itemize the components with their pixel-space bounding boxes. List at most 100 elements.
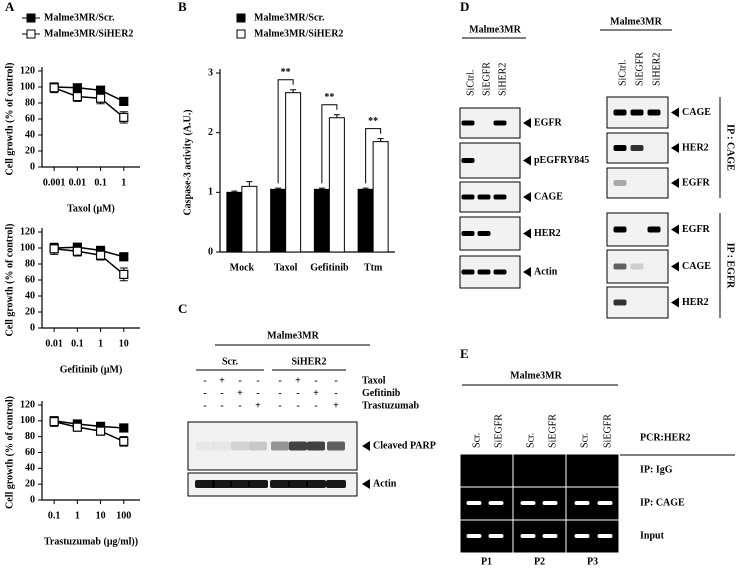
- annotation: **: [368, 116, 378, 127]
- treatment-sign: -: [256, 388, 259, 399]
- x-axis-label: Taxol (μM): [67, 203, 115, 214]
- bar: [357, 188, 374, 253]
- arrow: [523, 118, 531, 128]
- blot-band: [461, 194, 475, 200]
- blot-band: [542, 501, 558, 505]
- blot-band: [630, 109, 644, 116]
- axis: [41, 401, 140, 501]
- blot-band: [647, 226, 661, 233]
- panel-letter: A: [5, 0, 15, 14]
- x-tick-label: Taxol: [274, 262, 298, 273]
- marker: [95, 93, 106, 103]
- error-bar: [362, 187, 369, 190]
- arrow: [671, 224, 679, 235]
- blot-band: [461, 120, 475, 126]
- arrow: [523, 192, 531, 202]
- x-tick-label: 10: [96, 510, 106, 521]
- blot-band: [613, 145, 627, 151]
- legend-swatch: [26, 13, 36, 23]
- blot-band: [327, 441, 345, 451]
- ip-label: IP : EGFR: [725, 243, 736, 289]
- blot-band: [270, 480, 290, 488]
- group-label: SiHER2: [291, 356, 326, 367]
- group-label: P1: [481, 556, 492, 567]
- band-label: Cleaved PARP: [373, 440, 436, 451]
- treatment-sign: -: [314, 400, 317, 411]
- blot-band: [613, 226, 627, 233]
- marker: [119, 252, 129, 262]
- series-line: [53, 420, 125, 443]
- blot-band: [630, 263, 644, 270]
- legend-label: Malme3MR/SiHER2: [254, 28, 343, 39]
- blot-frame: [606, 167, 669, 199]
- legend-label: Malme3MR/Scr.: [254, 12, 325, 23]
- error-bar: [231, 190, 238, 193]
- series-line: [54, 248, 125, 275]
- legend-swatch: [236, 13, 246, 23]
- blot-frame: [566, 454, 619, 487]
- marker: [49, 244, 59, 254]
- arrow: [671, 178, 679, 188]
- error-bar: [333, 114, 340, 118]
- x-axis-label: Trastuzumab (μg/ml)): [44, 536, 138, 547]
- blot-band: [306, 480, 326, 488]
- lane-label: SiEGFR: [493, 414, 504, 448]
- blot-title: Malme3MR: [610, 16, 662, 27]
- treatment-name: Gefitinib: [362, 388, 401, 399]
- blot-band: [461, 158, 475, 163]
- lane-label: SiEGFR: [481, 62, 492, 96]
- y-tick-label: 120: [20, 399, 35, 410]
- blot-band: [520, 501, 536, 505]
- blot-band: [195, 480, 215, 488]
- y-tick-label: 120: [20, 65, 35, 76]
- band-label: EGFR: [682, 224, 711, 235]
- y-tick-label: 100: [20, 81, 35, 92]
- blot-band: [230, 480, 250, 488]
- arrow: [671, 107, 679, 118]
- marker: [95, 250, 106, 260]
- treatment-sign: +: [237, 388, 243, 399]
- legend-label: Malme3MR/SiHER2: [44, 28, 133, 39]
- marker: [95, 426, 106, 436]
- treatment-name: Taxol: [362, 375, 386, 386]
- blot-band: [271, 441, 289, 451]
- y-tick-label: 20: [25, 478, 35, 489]
- bar: [241, 185, 258, 253]
- blot-band: [461, 269, 475, 275]
- y-axis-label: Cell growth (% of control): [4, 396, 15, 509]
- lane-label: SiCtrl.: [617, 60, 628, 86]
- blot-band: [466, 534, 482, 538]
- band-label: HER2: [534, 228, 561, 239]
- blot-band: [493, 269, 507, 275]
- treatment-sign: -: [203, 388, 206, 399]
- blot-band: [477, 269, 491, 275]
- y-tick-label: 0: [30, 494, 35, 505]
- treatment-sign: -: [296, 388, 299, 399]
- x-tick-label: Mock: [230, 262, 255, 273]
- y-axis-label: Cell growth (% of control): [4, 224, 15, 337]
- band-label: Actin: [534, 266, 558, 277]
- treatment-sign: +: [333, 400, 339, 411]
- treatment-sign: +: [219, 375, 225, 386]
- blot-band: [613, 180, 627, 186]
- blot-band: [542, 534, 558, 538]
- marker: [119, 423, 129, 433]
- bar: [313, 188, 330, 253]
- y-axis-label: Cell growth (% of control): [4, 63, 15, 176]
- arrow: [362, 479, 370, 489]
- significance-bracket: [277, 79, 294, 184]
- blot-band: [231, 441, 249, 451]
- arrow: [523, 228, 531, 239]
- blot-title: Malme3MR: [469, 24, 521, 35]
- blot-frame: [460, 454, 513, 487]
- treatment-sign: -: [220, 400, 223, 411]
- treatment-sign: -: [314, 375, 317, 386]
- band-label: EGFR: [682, 177, 711, 188]
- y-tick-label: 60: [25, 274, 35, 285]
- error-bar: [318, 187, 325, 190]
- y-tick-label: 40: [25, 290, 35, 301]
- series-line: [54, 420, 124, 429]
- treatment-sign: -: [238, 400, 241, 411]
- treatment-sign: +: [295, 375, 301, 386]
- treatment-name: Trastuzumab: [362, 400, 419, 411]
